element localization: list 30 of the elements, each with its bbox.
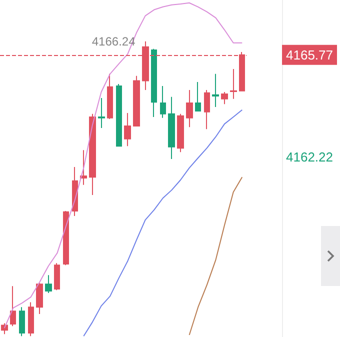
- candlestick: [45, 274, 52, 294]
- candlestick: [177, 113, 184, 153]
- candlestick: [221, 92, 228, 105]
- candlestick: [212, 73, 219, 108]
- candlestick: [80, 150, 87, 186]
- candlestick: [204, 90, 210, 130]
- candlestick: [19, 306, 25, 337]
- line-series: [83, 109, 243, 337]
- candlestick: [54, 262, 60, 291]
- candlestick: [1, 322, 8, 335]
- candlestick: [168, 96, 175, 160]
- candlestick: [107, 73, 113, 120]
- candlestick: [89, 113, 96, 196]
- candlestick: [186, 90, 193, 128]
- candlestick: [151, 48, 157, 118]
- candlestick: [10, 286, 16, 327]
- candlestick: [98, 98, 105, 128]
- candlestick: [63, 210, 69, 266]
- candlestick: [36, 282, 43, 314]
- y-tick-label: 4162.22: [286, 150, 334, 164]
- y-tick-label: 4165.77: [286, 47, 334, 62]
- candlestick: [28, 302, 34, 337]
- candlestick: [195, 81, 201, 112]
- candlestick: [133, 75, 140, 126]
- candlestick: [116, 83, 122, 147]
- line-series: [4, 2, 243, 329]
- candlestick: [160, 85, 166, 118]
- candlestick: [124, 112, 131, 147]
- candlestick: [230, 68, 237, 100]
- line-series: [188, 176, 243, 336]
